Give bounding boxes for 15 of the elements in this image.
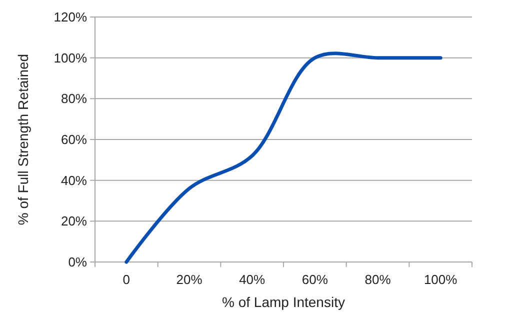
x-tick-label: 80%: [364, 272, 392, 287]
x-tick-label: 0: [122, 272, 130, 287]
x-axis-title: % of Lamp Intensity: [222, 294, 345, 310]
y-tick-label: 60%: [60, 132, 88, 148]
y-tick-label: 0%: [68, 254, 88, 270]
y-axis-title: % of Full Strength Retained: [15, 54, 31, 226]
x-tick-label: 60%: [302, 272, 328, 287]
y-tick-label: 120%: [54, 10, 88, 25]
y-tick-label: 40%: [60, 172, 88, 188]
x-tick-label: 100%: [424, 272, 458, 287]
x-tick-label: 40%: [239, 272, 266, 287]
y-tick-label: 100%: [54, 50, 88, 66]
y-tick-label: 20%: [60, 214, 88, 229]
x-tick-label: 20%: [176, 272, 203, 287]
y-tick-label: 80%: [60, 91, 88, 106]
